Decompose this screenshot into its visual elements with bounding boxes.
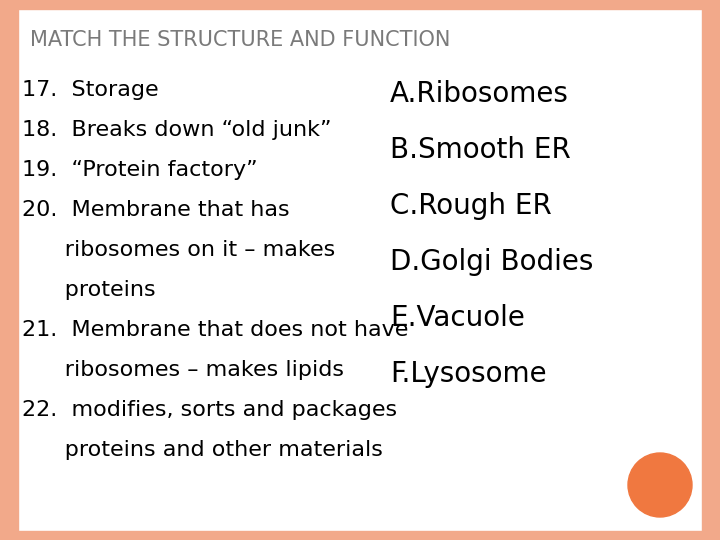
Bar [0, 0, 18, 540]
Text: MATCH THE STRUCTURE AND FUNCTION: MATCH THE STRUCTURE AND FUNCTION [30, 30, 451, 50]
Text: A.Ribosomes: A.Ribosomes [390, 80, 569, 108]
Text: B.Smooth ER: B.Smooth ER [390, 136, 571, 164]
Text: proteins and other materials: proteins and other materials [22, 440, 383, 460]
Bar [702, 0, 720, 540]
Text: proteins: proteins [22, 280, 156, 300]
Text: 18.  Breaks down “old junk”: 18. Breaks down “old junk” [22, 120, 331, 140]
Text: D.Golgi Bodies: D.Golgi Bodies [390, 248, 593, 276]
Text: 20.  Membrane that has: 20. Membrane that has [22, 200, 289, 220]
Text: ribosomes on it – makes: ribosomes on it – makes [22, 240, 336, 260]
Circle shape [628, 453, 692, 517]
Text: 17.  Storage: 17. Storage [22, 80, 158, 100]
Text: F.Lysosome: F.Lysosome [390, 360, 546, 388]
Text: C.Rough ER: C.Rough ER [390, 192, 552, 220]
Bar [0, 531, 720, 540]
Text: 19.  “Protein factory”: 19. “Protein factory” [22, 160, 258, 180]
Text: ribosomes – makes lipids: ribosomes – makes lipids [22, 360, 344, 380]
Bar [0, 0, 720, 9]
Text: E.Vacuole: E.Vacuole [390, 304, 525, 332]
Text: 21.  Membrane that does not have: 21. Membrane that does not have [22, 320, 408, 340]
Text: 22.  modifies, sorts and packages: 22. modifies, sorts and packages [22, 400, 397, 420]
